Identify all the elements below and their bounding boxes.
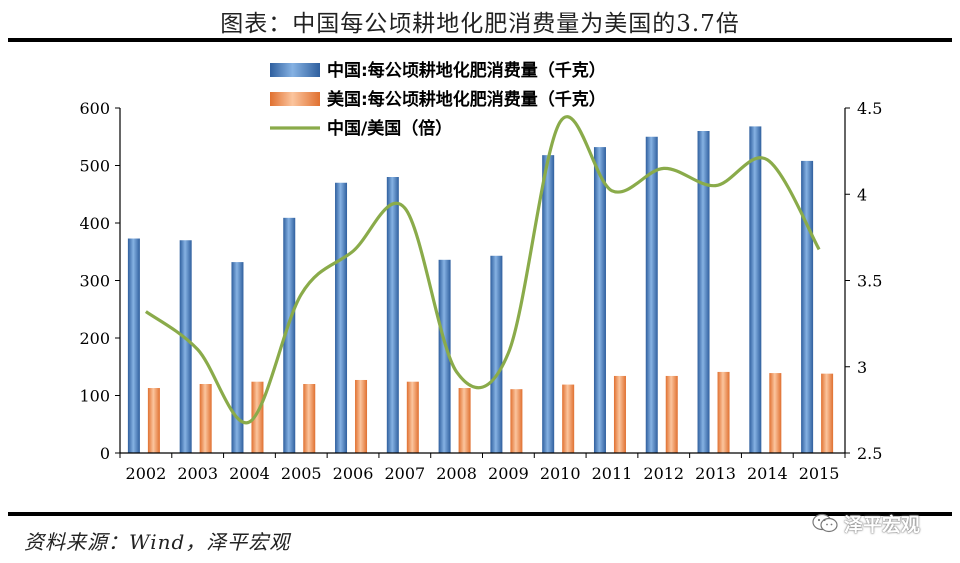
left-tick-label: 100 [79,387,110,406]
x-tick-label: 2010 [540,464,581,483]
bar-china-2002 [127,238,140,453]
x-tick-label: 2003 [177,464,218,483]
chart: 0 100 200 300 400 500 600 2.5 3 3.5 4 4.5 2002 2003… [79,60,882,483]
x-tick-label: 2002 [126,464,167,483]
left-tick-label: 0 [100,444,110,463]
bar-china-2010 [542,155,555,453]
x-tick-label: 2012 [643,464,684,483]
x-tick-label: 2008 [436,464,477,483]
legend-swatch-china [270,63,320,77]
bar-us-2010 [562,384,575,453]
x-tick-label: 2006 [333,464,374,483]
x-axis-ticks: 2002 2003 2004 2005 2006 2007 2008 2009 2010 2011… [119,453,846,483]
bar-china-2009 [490,255,503,453]
bar-china-2013 [697,131,710,453]
bar-us-2009 [510,389,523,453]
left-tick-label: 500 [79,157,110,176]
x-tick-label: 2009 [488,464,529,483]
bar-us-2015 [821,373,834,453]
title-rule [8,38,952,42]
watermark-text: 泽平宏观 [844,513,921,536]
bar-china-2011 [593,147,606,453]
right-tick-label: 4.5 [857,99,882,118]
bar-us-2002 [147,388,160,453]
bar-us-2008 [458,388,471,453]
right-tick-label: 3.5 [857,272,882,291]
bar-china-2012 [645,136,658,453]
bar-us-2014 [769,373,782,453]
right-tick-label: 3 [857,358,867,377]
right-tick-label: 2.5 [857,444,882,463]
x-tick-label: 2007 [384,464,425,483]
x-tick-label: 2005 [281,464,322,483]
left-tick-label: 400 [79,214,110,233]
legend-label: 中国/美国（倍） [327,118,452,139]
legend-label: 美国:每公顷耕地化肥消费量（千克） [327,89,606,110]
bar-us-2006 [355,379,368,453]
left-tick-label: 600 [79,99,110,118]
bar-china-2004 [231,262,244,453]
axes [119,108,846,454]
x-tick-label: 2015 [799,464,840,483]
right-tick-label: 4 [857,185,867,204]
page-title: 图表：中国每公顷耕地化肥消费量为美国的3.7倍 [220,11,740,37]
bar-us-2003 [199,384,212,453]
bars [127,126,834,454]
bar-us-2007 [406,381,419,453]
left-tick-label: 200 [79,329,110,348]
bar-china-2007 [386,177,399,453]
source-note: 资料来源：Wind，泽平宏观 [24,530,291,554]
bar-us-2005 [303,384,316,453]
bar-us-2012 [665,375,678,453]
bar-china-2005 [283,217,296,453]
legend-label: 中国:每公顷耕地化肥消费量（千克） [327,60,606,81]
x-tick-label: 2011 [592,464,633,483]
legend: 中国:每公顷耕地化肥消费量（千克） 美国:每公顷耕地化肥消费量（千克） 中国/美国（… [270,60,606,139]
ratio-line [144,115,821,425]
bar-us-2013 [717,371,730,453]
watermark: 泽平宏观 [812,508,920,538]
bar-us-2004 [251,381,264,453]
bar-china-2003 [179,240,192,453]
ratio-line-layer [144,115,821,425]
x-tick-label: 2004 [229,464,270,483]
bar-china-2014 [749,126,762,454]
right-axis-ticks: 2.5 3 3.5 4 4.5 [845,99,882,463]
x-tick-label: 2013 [695,464,736,483]
bar-china-2006 [335,182,348,453]
bar-china-2008 [438,259,451,453]
wechat-icon [812,513,838,533]
left-tick-label: 300 [79,272,110,291]
bar-china-2015 [801,160,814,453]
x-tick-label: 2014 [747,464,788,483]
left-axis-ticks: 0 100 200 300 400 500 600 [79,99,120,463]
legend-swatch-us [270,92,320,106]
footer-rule [8,512,952,516]
bar-us-2011 [613,375,626,453]
